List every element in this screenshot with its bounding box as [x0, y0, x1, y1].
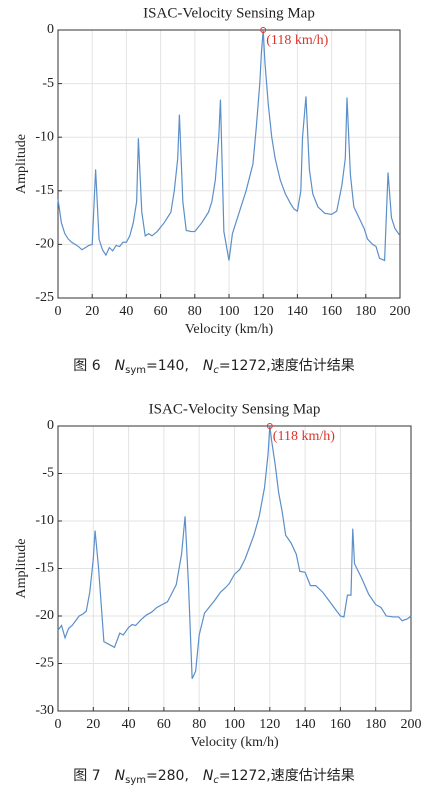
- x-tick-label: 40: [122, 717, 136, 732]
- annotation-text: (118 km/h): [273, 429, 335, 444]
- x-tick-label: 0: [55, 717, 62, 732]
- y-tick-label: -25: [35, 656, 54, 671]
- x-axis-title: Velocity (km/h): [185, 322, 274, 337]
- caption-part: sym: [125, 775, 146, 786]
- y-tick-label: -15: [35, 183, 54, 198]
- x-tick-label: 20: [85, 304, 99, 319]
- caption-part: =280,: [146, 768, 189, 784]
- caption-part: c: [213, 365, 219, 376]
- x-tick-label: 120: [259, 717, 280, 732]
- chart-title: ISAC-Velocity Sensing Map: [149, 401, 321, 417]
- caption-part: 图 6: [73, 358, 100, 374]
- caption-part: 图 7: [73, 768, 100, 784]
- y-tick-label: -20: [35, 237, 54, 252]
- y-axis-title: Amplitude: [14, 539, 29, 599]
- annotation-marker: [260, 27, 267, 33]
- y-tick-label: 0: [47, 22, 54, 37]
- y-axis-title: Amplitude: [14, 134, 29, 194]
- x-tick-label: 60: [154, 304, 168, 319]
- caption-part: sym: [125, 365, 146, 376]
- x-tick-label: 160: [330, 717, 351, 732]
- caption-part: c: [213, 775, 219, 786]
- x-tick-label: 100: [219, 304, 240, 319]
- x-tick-label: 80: [192, 717, 206, 732]
- data-line: [57, 425, 412, 679]
- x-tick-label: 180: [355, 304, 376, 319]
- x-tick-label: 100: [224, 717, 245, 732]
- x-tick-label: 20: [86, 717, 100, 732]
- x-tick-label: 140: [287, 304, 308, 319]
- y-tick-label: -15: [35, 561, 54, 576]
- caption-part: N: [203, 768, 214, 784]
- x-tick-label: 80: [188, 304, 202, 319]
- chart-title: ISAC-Velocity Sensing Map: [143, 5, 315, 21]
- y-tick-label: -5: [42, 76, 54, 91]
- plot-frame: [57, 29, 401, 299]
- y-tick-label: -10: [35, 129, 54, 144]
- x-tick-label: 180: [365, 717, 386, 732]
- caption-part: N: [115, 768, 126, 784]
- x-tick-label: 120: [253, 304, 274, 319]
- caption-part: N: [115, 358, 126, 374]
- caption-part: =1272,速度估计结果: [219, 768, 355, 784]
- x-axis-title: Velocity (km/h): [190, 735, 279, 750]
- x-tick-label: 60: [157, 717, 171, 732]
- annotation-marker: [266, 423, 273, 429]
- caption-part: N: [203, 358, 214, 374]
- y-tick-label: -25: [35, 290, 54, 305]
- y-tick-label: -10: [35, 513, 54, 528]
- caption-part: =1272,速度估计结果: [219, 358, 355, 374]
- x-tick-label: 0: [55, 304, 62, 319]
- plot-frame: [57, 425, 412, 712]
- y-tick-label: -30: [35, 703, 54, 718]
- x-tick-label: 160: [321, 304, 342, 319]
- caption: 图 6 Nsym=140, Nc=1272,速度估计结果: [73, 358, 354, 376]
- annotation-text: (118 km/h): [266, 33, 328, 48]
- y-tick-label: -20: [35, 608, 54, 623]
- x-tick-label: 200: [401, 717, 422, 732]
- data-line: [57, 29, 401, 262]
- y-tick-label: 0: [47, 418, 54, 433]
- x-tick-label: 200: [390, 304, 411, 319]
- caption-part: =140,: [146, 358, 189, 374]
- x-tick-label: 40: [119, 304, 133, 319]
- y-tick-label: -5: [42, 466, 54, 481]
- caption: 图 7 Nsym=280, Nc=1272,速度估计结果: [73, 768, 354, 786]
- x-tick-label: 140: [295, 717, 316, 732]
